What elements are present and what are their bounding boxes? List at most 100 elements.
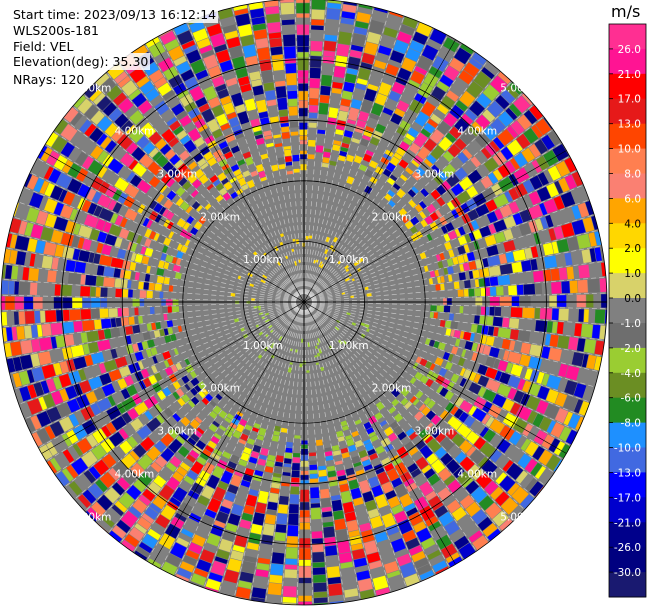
ppi-gate <box>569 280 578 294</box>
ppi-gate <box>208 423 218 433</box>
ppi-gate <box>63 297 72 309</box>
ppi-gate <box>521 93 533 106</box>
ppi-gate <box>192 28 209 42</box>
ppi-gate <box>305 236 309 240</box>
ppi-gate <box>176 110 188 121</box>
ppi-gate <box>137 342 144 351</box>
ppi-gate <box>298 595 312 602</box>
ppi-gate <box>408 199 417 208</box>
ppi-gate <box>438 136 453 152</box>
ppi-gate <box>71 195 82 208</box>
ppi-gate <box>206 23 222 37</box>
ppi-gate <box>507 387 517 400</box>
ppi-gate <box>413 132 428 148</box>
colorbar-title: m/s <box>611 2 640 21</box>
ppi-gate <box>438 367 448 377</box>
ppi-gate <box>63 191 76 206</box>
ppi-gate <box>59 416 74 432</box>
colorbar-swatch <box>609 447 646 473</box>
ppi-gate <box>255 99 268 113</box>
ppi-gate <box>70 112 83 126</box>
ppi-gate <box>332 81 343 89</box>
ppi-gate <box>278 336 283 341</box>
ppi-gate <box>290 135 299 143</box>
ppi-gate <box>404 503 416 512</box>
ppi-gate <box>183 139 197 153</box>
ppi-ray-gap <box>146 308 301 562</box>
ppi-gate <box>86 330 99 342</box>
ppi-gate <box>313 591 328 598</box>
ppi-gate <box>221 146 231 155</box>
ppi-gate <box>215 194 224 203</box>
ppi-gate <box>93 253 101 264</box>
ppi-gate <box>205 578 221 591</box>
ppi-gate <box>310 40 323 52</box>
ppi-gate <box>414 111 430 127</box>
ppi-gate <box>246 179 255 189</box>
ppi-gate <box>479 442 496 458</box>
ppi-gate <box>199 452 209 461</box>
ppi-gate <box>226 413 234 420</box>
ppi-gate <box>463 262 470 271</box>
ppi-gate <box>469 449 485 465</box>
ppi-gate <box>455 100 468 112</box>
ppi-gate <box>299 560 311 566</box>
ppi-gate <box>268 32 282 39</box>
ppi-gate <box>133 444 147 458</box>
ppi-gate <box>179 431 189 441</box>
ppi-gate <box>391 477 403 488</box>
ppi-gate <box>120 217 128 228</box>
ppi-gate <box>309 478 319 483</box>
ppi-gate <box>399 120 411 131</box>
ppi-gate <box>159 291 164 299</box>
ppi-gate <box>368 560 383 570</box>
ppi-gate <box>348 107 360 122</box>
ppi-gate <box>384 193 393 202</box>
ppi-gate <box>469 100 485 117</box>
ppi-gate <box>82 156 94 170</box>
ppi-gate <box>198 390 206 399</box>
ppi-gate <box>497 409 508 422</box>
ppi-gate <box>77 494 92 508</box>
ppi-gate <box>183 495 197 507</box>
ppi-gate <box>588 309 595 323</box>
ppi-gate <box>495 472 507 485</box>
ppi-gate <box>134 190 147 203</box>
ppi-gate <box>428 495 444 511</box>
ppi-gate <box>266 99 277 107</box>
ppi-gate <box>311 531 323 539</box>
ppi-gate <box>495 491 510 506</box>
ppi-gate <box>385 63 399 76</box>
ppi-gate <box>270 329 274 333</box>
ppi-gate <box>60 142 75 158</box>
ppi-gate <box>534 139 548 155</box>
ppi-gate <box>240 34 255 47</box>
ppi-gate <box>278 164 286 170</box>
range-label: 2.00km <box>200 383 240 395</box>
ppi-gate <box>220 16 235 28</box>
colorbar-tick-label: -13.0 <box>614 467 641 479</box>
ppi-gate <box>448 445 462 459</box>
ppi-gate <box>356 570 371 581</box>
ppi-gate <box>289 362 293 365</box>
ppi-gate <box>496 438 511 454</box>
ppi-gate <box>470 156 482 168</box>
ppi-gate <box>436 385 443 394</box>
ppi-gate <box>482 84 500 101</box>
ppi-gate <box>27 174 39 190</box>
ppi-gate <box>80 332 88 344</box>
ppi-gate <box>104 123 119 138</box>
ppi-ray-gap <box>310 116 544 298</box>
ppi-gate <box>323 151 331 158</box>
ppi-gate <box>54 284 61 296</box>
ppi-gate <box>468 261 477 270</box>
ppi-ray-gap <box>118 62 300 296</box>
ppi-gate <box>500 497 519 515</box>
ppi-gate <box>290 486 300 495</box>
ppi-gate <box>508 285 517 296</box>
ppi-gate <box>466 198 477 210</box>
info-field: Field: VEL <box>11 38 76 55</box>
ppi-gate <box>536 400 549 415</box>
ppi-gate <box>358 111 370 122</box>
ppi-gate <box>264 466 274 473</box>
